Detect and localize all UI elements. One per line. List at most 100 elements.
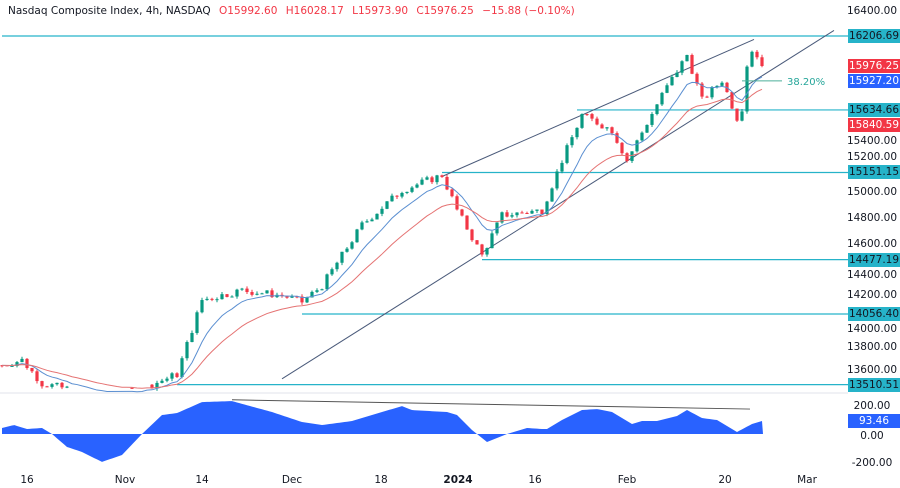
candle-body [625,153,629,162]
level-price-tag: 13510.51 [848,377,900,392]
candle-body [255,293,259,295]
open-value: O15992.60 [219,5,278,17]
candle-body [610,127,614,134]
price-axis-label: 16400.00 [846,5,898,17]
candle-body [130,387,134,389]
candle-body [645,124,649,133]
candle-body [595,118,599,125]
candle-body [735,108,739,121]
divergence-line [231,399,751,410]
candle-body [500,212,504,223]
symbol-legend: Nasdaq Composite Index, 4h, NASDAQ O1599… [8,5,575,17]
candle-body [245,288,249,293]
price-axis-label: 14000.00 [846,323,898,336]
candle-body [705,96,709,98]
candle-body [15,362,19,366]
candle-body [270,290,274,298]
candle-body [750,51,754,67]
candle-body [65,386,69,388]
time-axis-label: 18 [374,474,388,486]
price-axis-label: 15400.00 [846,134,898,147]
time-axis-label: 16 [20,474,34,486]
candle-body [470,229,474,241]
candle-body [635,140,639,152]
candle-body [355,229,359,243]
candle-body [315,290,319,292]
price-tag: 15927.20 [848,74,900,89]
candle-body [180,358,184,378]
channel-upper-line [441,38,755,177]
candle-body [560,162,564,172]
candle-body [380,208,384,214]
candle-body [455,196,459,210]
ema-fast-line [1,76,763,393]
level-price-tag: 15634.66 [848,102,900,117]
candle-body [240,288,244,290]
candle-body [170,373,174,379]
candle-body [685,54,689,62]
candle-body [420,179,424,185]
candle-body [710,87,714,98]
candle-body [570,137,574,146]
time-axis-label: Feb [617,474,637,486]
candle-body [630,151,634,162]
candle-body [45,386,49,388]
candle-body [160,380,164,383]
candle-body [295,296,299,298]
candle-body [55,382,59,385]
candle-body [755,51,759,58]
candle-body [665,85,669,93]
candle-body [20,358,24,363]
oscillator-axis-label: -200.00 [851,456,893,469]
price-axis-label: 14200.00 [846,289,898,302]
candle-body [225,294,229,297]
candle-body [405,191,409,193]
candle-body [50,384,54,387]
oscillator-area [2,401,763,462]
candle-body [395,195,399,197]
price-axis-label: 14600.00 [846,237,898,250]
candle-body [325,274,329,290]
candle-body [530,210,534,214]
candle-body [520,212,524,214]
candle-body [165,378,169,381]
price-tag: 15976.25 [848,58,900,73]
candle-body [675,72,679,78]
candle-body [285,295,289,298]
candle-body [700,83,704,97]
price-axis-label: 14400.00 [846,269,898,282]
candle-body [215,299,219,301]
channel-lower-line [281,29,835,380]
candle-body [465,215,469,230]
oscillator-axis-label: 200.00 [853,399,891,412]
candle-body [695,73,699,84]
level-price-tag: 16206.69 [848,28,900,43]
candle-body [670,77,674,86]
candle-body [310,291,314,298]
candle-body [545,201,549,214]
candle-body [175,373,179,378]
candle-body [690,54,694,74]
candle-body [35,371,39,382]
candle-body [590,114,594,119]
candle-body [575,127,579,138]
candle-body [495,222,499,234]
candle-body [260,293,264,295]
ema-slow-line [1,88,763,389]
candle-body [250,292,254,295]
candle-body [220,294,224,300]
candle-body [30,367,34,372]
candle-body [760,57,764,66]
candle-body [200,300,204,313]
candle-body [445,176,449,190]
candle-body [565,145,569,163]
level-price-tag: 14477.19 [848,252,900,267]
candle-body [25,358,29,368]
candle-body [440,175,444,177]
candle-body [510,215,514,217]
candle-body [330,269,334,275]
time-axis-label: 14 [195,474,209,486]
candle-body [660,92,664,105]
level-price-tag: 15151.15 [848,165,900,180]
